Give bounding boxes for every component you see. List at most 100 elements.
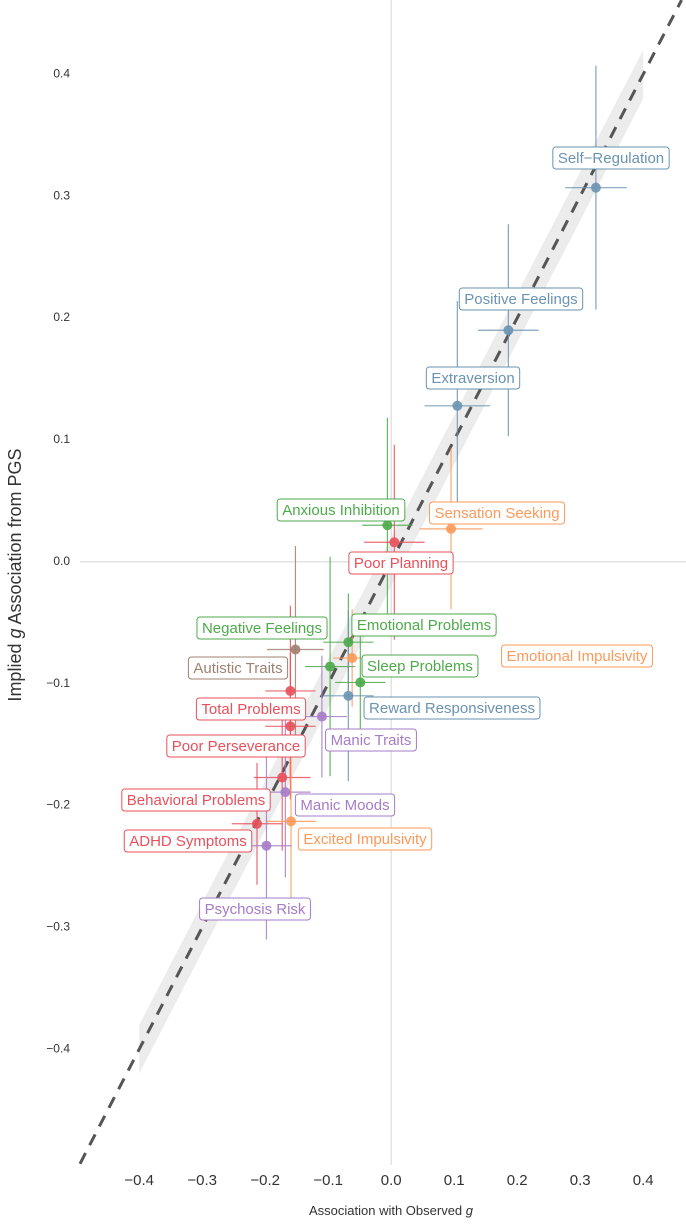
point <box>389 537 400 548</box>
x-tick-label: 0.0 <box>381 1172 402 1189</box>
point <box>316 711 327 722</box>
y-tick-label: 0.0 <box>53 554 70 568</box>
point-label-group: Excited Impulsivity <box>297 827 433 851</box>
label-box <box>166 734 306 758</box>
point-label-group: Poor Perseverance <box>166 734 306 758</box>
point-label: Total Problems <box>201 701 300 718</box>
point-label: Sensation Seeking <box>434 505 559 522</box>
y-axis-label: Implied g Association from PGS <box>5 448 25 701</box>
point-label: Negative Feelings <box>202 620 322 637</box>
label-box <box>196 616 328 640</box>
point <box>325 661 336 672</box>
x-tick-label: −0.1 <box>313 1172 343 1189</box>
label-box <box>458 287 584 311</box>
label-box <box>552 146 670 170</box>
label-box <box>363 696 541 720</box>
label-box <box>187 656 289 680</box>
y-tick-label: 0.3 <box>53 188 70 202</box>
point <box>347 653 358 664</box>
point <box>261 840 272 851</box>
point <box>252 818 263 829</box>
point-label: Poor Planning <box>354 555 448 572</box>
x-tick-label: −0.2 <box>250 1172 280 1189</box>
y-tick-label: −0.4 <box>46 1041 70 1055</box>
label-box <box>425 366 521 390</box>
point <box>277 772 288 783</box>
point-label: Manic Traits <box>331 732 412 749</box>
point <box>382 520 393 531</box>
x-tick-label: 0.1 <box>444 1172 465 1189</box>
label-box <box>294 793 396 817</box>
point <box>280 787 291 798</box>
label-box <box>276 498 406 522</box>
x-tick-label: −0.3 <box>187 1172 217 1189</box>
y-tick-label: −0.1 <box>46 676 70 690</box>
point-label: Emotional Impulsivity <box>507 648 648 665</box>
point-label: Anxious Inhibition <box>282 502 400 519</box>
point-label-group: Total Problems <box>195 697 307 721</box>
label-box <box>121 788 271 812</box>
point-label-group: Emotional Problems <box>351 613 497 637</box>
point-label-group: Behavioral Problems <box>121 788 271 812</box>
label-box <box>501 644 653 668</box>
point-label: ADHD Symptoms <box>129 833 247 850</box>
x-tick-label: 0.4 <box>633 1172 654 1189</box>
point <box>285 721 296 732</box>
label-box <box>195 697 307 721</box>
point-label-group: Manic Moods <box>294 793 396 817</box>
x-axis-label: Association with Observed g <box>309 1203 474 1218</box>
point-label-group: Emotional Impulsivity <box>501 644 653 668</box>
point-label-group: Autistic Traits <box>187 656 289 680</box>
point-label: Manic Moods <box>300 797 389 814</box>
point-label-group: Reward Responsiveness <box>363 696 541 720</box>
point-label: Self−Regulation <box>558 150 664 167</box>
x-tick-label: 0.2 <box>507 1172 528 1189</box>
y-tick-label: 0.2 <box>53 310 70 324</box>
label-box <box>297 827 433 851</box>
label-box <box>325 728 417 752</box>
label-box <box>428 501 566 525</box>
point-label-group: Sensation Seeking <box>428 501 566 525</box>
point <box>285 685 296 696</box>
point-label-group: Positive Feelings <box>458 287 584 311</box>
x-tick-label: 0.3 <box>570 1172 591 1189</box>
point-label-group: ADHD Symptoms <box>123 829 253 853</box>
point-label-group: Sleep Problems <box>361 654 479 678</box>
y-tick-label: −0.3 <box>46 920 70 934</box>
point-label: Poor Perseverance <box>172 738 300 755</box>
point-label: Behavioral Problems <box>127 792 265 809</box>
point-label: Autistic Traits <box>193 660 282 677</box>
point-label: Emotional Problems <box>357 617 491 634</box>
y-tick-label: 0.1 <box>53 432 70 446</box>
point-label-group: Extraversion <box>425 366 521 390</box>
point-label-group: Psychosis Risk <box>199 897 311 921</box>
point <box>452 400 463 411</box>
point-label: Positive Feelings <box>464 291 577 308</box>
point <box>503 325 514 336</box>
point-label: Sleep Problems <box>367 658 473 675</box>
point-label: Reward Responsiveness <box>369 700 535 717</box>
label-box <box>351 613 497 637</box>
label-box <box>348 551 454 575</box>
point <box>343 637 354 648</box>
label-box <box>123 829 253 853</box>
point <box>290 644 301 655</box>
point <box>446 523 457 534</box>
point-label-group: Manic Traits <box>325 728 417 752</box>
point-label-group: Poor Planning <box>348 551 454 575</box>
point <box>355 677 366 688</box>
point <box>590 182 601 193</box>
point-label-group: Negative Feelings <box>196 616 328 640</box>
point <box>286 816 297 827</box>
point-label: Excited Impulsivity <box>303 831 427 848</box>
label-box <box>361 654 479 678</box>
y-tick-label: 0.4 <box>53 67 70 81</box>
point-label-group: Self−Regulation <box>552 146 670 170</box>
point <box>343 690 354 701</box>
point-label-group: Anxious Inhibition <box>276 498 406 522</box>
fit-line <box>78 0 683 1165</box>
x-tick-label: −0.4 <box>124 1172 154 1189</box>
point-label: Extraversion <box>431 370 514 387</box>
label-box <box>199 897 311 921</box>
